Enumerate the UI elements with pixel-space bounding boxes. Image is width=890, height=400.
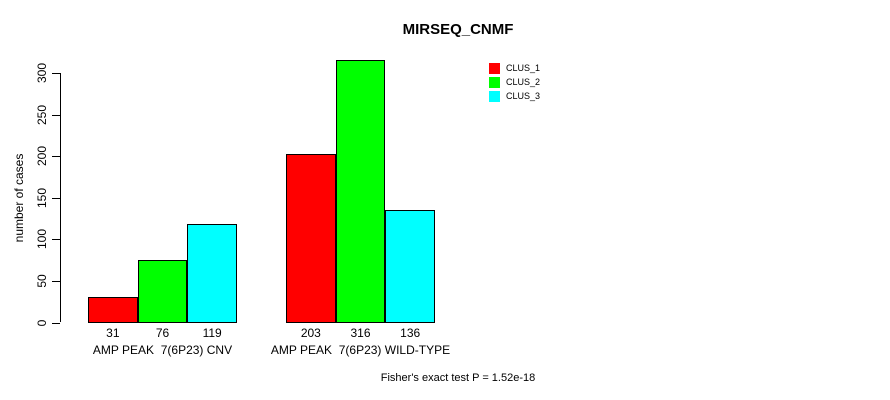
y-tick-mark xyxy=(52,198,60,199)
bar-value-label: 316 xyxy=(350,326,371,340)
y-tick-mark xyxy=(52,281,60,282)
bar-clus_2-group-1 xyxy=(137,260,188,323)
bar-value-label: 136 xyxy=(400,326,421,340)
bar-clus_2-group-2 xyxy=(335,60,386,323)
y-tick-label: 150 xyxy=(35,187,49,209)
y-tick-mark xyxy=(52,156,60,157)
legend-item: CLUS_2 xyxy=(489,77,540,88)
bar-value-label: 119 xyxy=(202,326,222,340)
legend-label: CLUS_3 xyxy=(506,91,541,101)
legend: CLUS_1 CLUS_2 CLUS_3 xyxy=(489,63,540,105)
bar-clus_3-group-1 xyxy=(187,224,237,323)
bar-value-label: 76 xyxy=(155,326,170,340)
y-axis-label: number of cases xyxy=(12,153,26,243)
y-tick-label: 50 xyxy=(35,274,49,288)
y-tick-mark xyxy=(52,323,60,324)
y-axis-line xyxy=(60,73,61,322)
y-tick-label: 0 xyxy=(35,319,49,327)
legend-swatch-clus_1 xyxy=(489,63,500,74)
y-tick-label: 250 xyxy=(35,104,49,126)
group-label: AMP PEAK 7(6P23) CNV xyxy=(92,343,233,357)
y-tick-label: 100 xyxy=(35,228,49,250)
bar-clus_1-group-2 xyxy=(286,154,336,323)
legend-item: CLUS_3 xyxy=(489,91,540,102)
y-tick-mark xyxy=(52,239,60,240)
y-tick-label: 200 xyxy=(35,145,49,167)
legend-label: CLUS_1 xyxy=(506,63,541,73)
legend-item: CLUS_1 xyxy=(489,63,540,74)
legend-label: CLUS_2 xyxy=(506,77,541,87)
bar-clus_1-group-1 xyxy=(88,297,138,323)
chart-title: MIRSEQ_CNMF xyxy=(402,21,514,38)
legend-swatch-clus_2 xyxy=(489,77,500,88)
bar-clus_3-group-2 xyxy=(385,210,435,323)
legend-swatch-clus_3 xyxy=(489,91,500,102)
bar-value-label: 203 xyxy=(300,326,321,340)
y-tick-mark xyxy=(52,73,60,74)
group-label: AMP PEAK 7(6P23) WILD-TYPE xyxy=(270,343,451,357)
y-tick-mark xyxy=(52,115,60,116)
y-tick-label: 300 xyxy=(35,62,49,84)
annotation-text: Fisher's exact test P = 1.52e-18 xyxy=(380,372,536,384)
bar-value-label: 31 xyxy=(106,326,120,340)
